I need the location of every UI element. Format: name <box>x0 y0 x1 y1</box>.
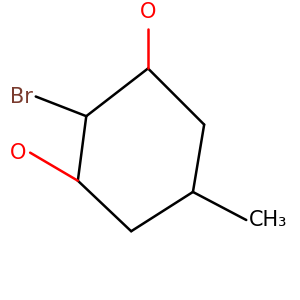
Text: O: O <box>10 143 26 163</box>
Text: O: O <box>140 2 156 22</box>
Text: Br: Br <box>10 86 33 106</box>
Text: CH₃: CH₃ <box>249 210 287 230</box>
